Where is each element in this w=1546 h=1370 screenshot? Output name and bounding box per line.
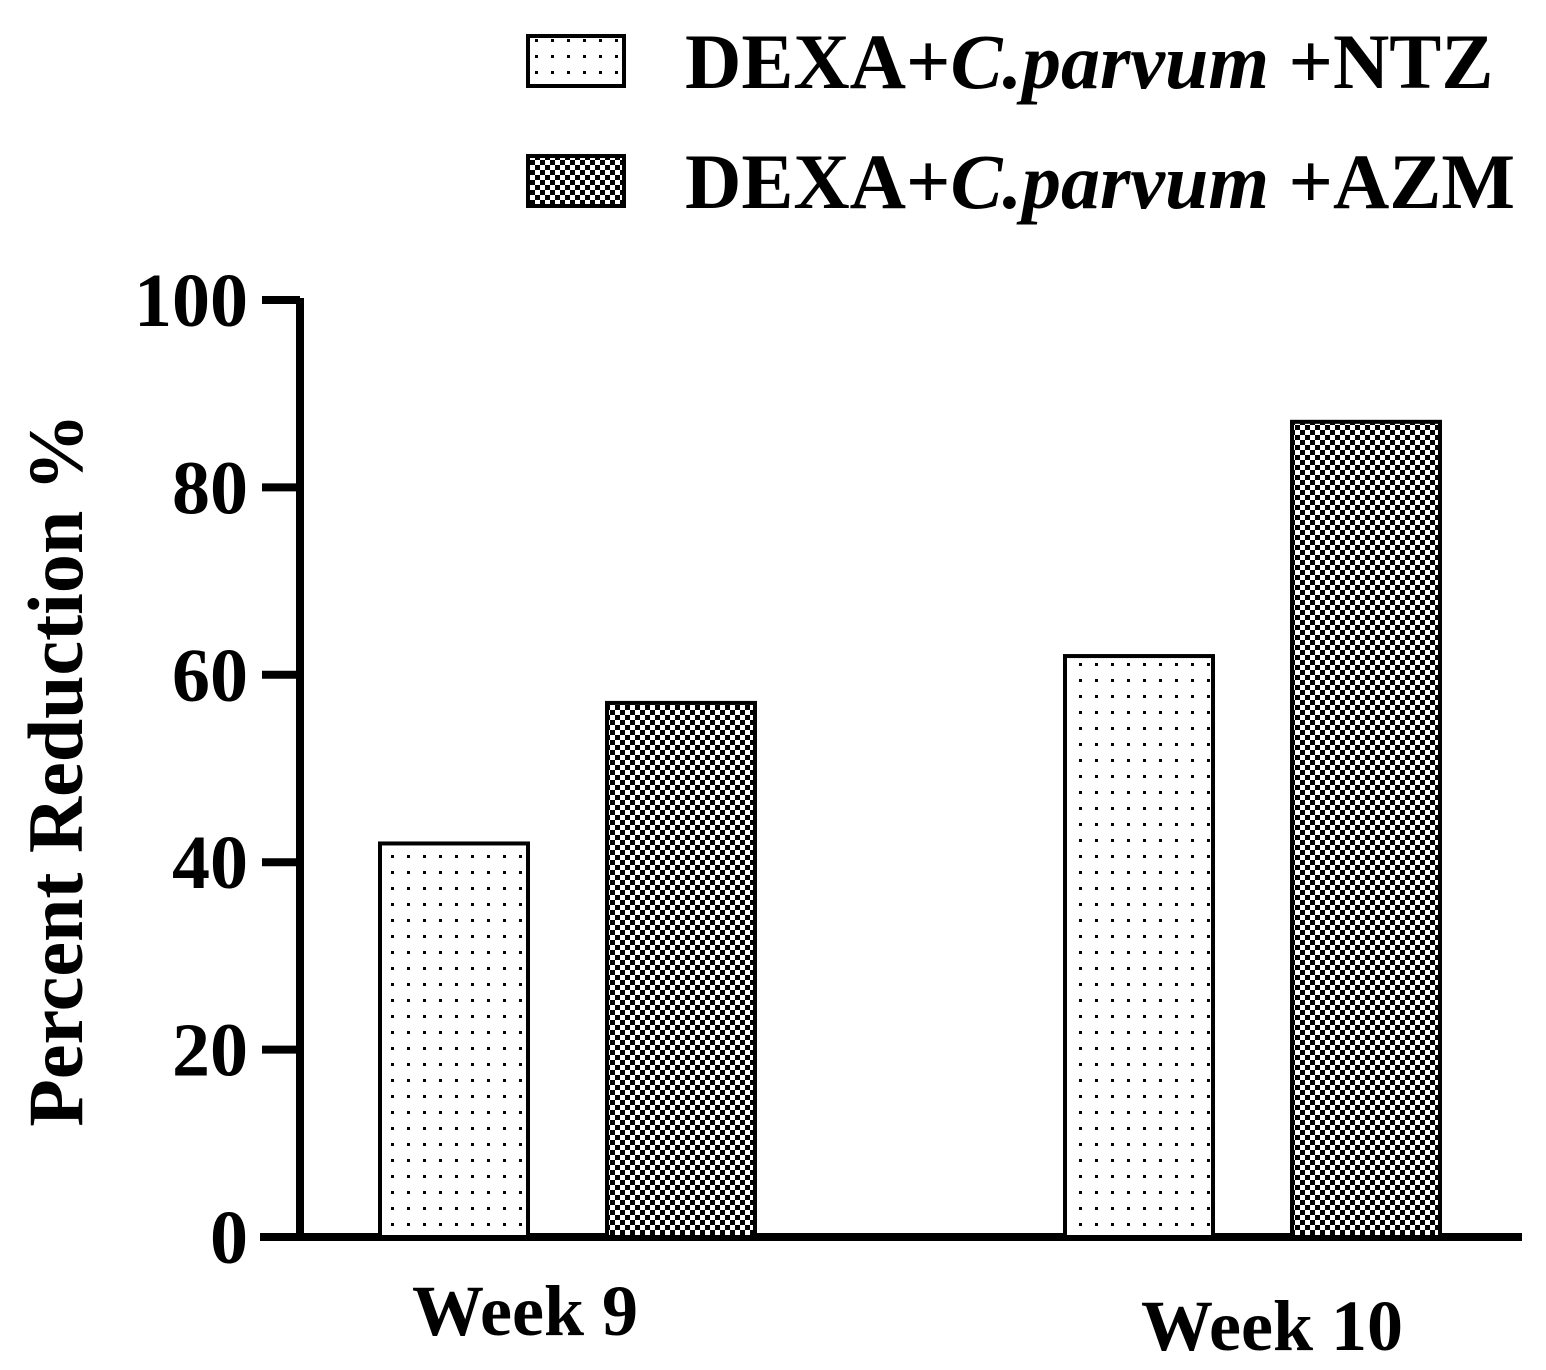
y-axis-title: Percent Reduction % — [12, 413, 99, 1126]
y-tick-label: 0 — [210, 1196, 248, 1280]
y-tick-label: 100 — [134, 259, 248, 343]
legend-label-part: +AZM — [1269, 138, 1515, 225]
legend-label: DEXA+C.parvum +AZM — [685, 138, 1515, 225]
legend-label-part: C.parvum — [950, 138, 1269, 225]
legend-label-part: C.parvum — [950, 18, 1269, 105]
bar — [605, 700, 757, 1239]
legend-label-part: DEXA+ — [685, 138, 950, 225]
x-category-label: Week 10 — [1141, 1286, 1403, 1366]
y-tick-label: 20 — [172, 1009, 248, 1093]
y-tick-label: 80 — [172, 446, 248, 530]
bars — [378, 419, 1442, 1240]
legend-swatch — [526, 34, 626, 88]
y-ticks: 0 20 40 60 80 100 — [134, 259, 300, 1280]
bar — [1290, 419, 1442, 1239]
legend-label-part: +NTZ — [1269, 18, 1493, 105]
y-tick-label: 40 — [172, 821, 248, 905]
legend-label-part: DEXA+ — [685, 18, 950, 105]
x-category-label: Week 9 — [412, 1271, 638, 1351]
y-tick-label: 60 — [172, 634, 248, 718]
bar — [378, 841, 530, 1240]
x-category-labels: Week 9 Week 10 — [412, 1271, 1403, 1366]
legend-swatch — [526, 154, 626, 208]
legend-label: DEXA+C.parvum +NTZ — [685, 18, 1493, 105]
bar — [1063, 654, 1215, 1239]
